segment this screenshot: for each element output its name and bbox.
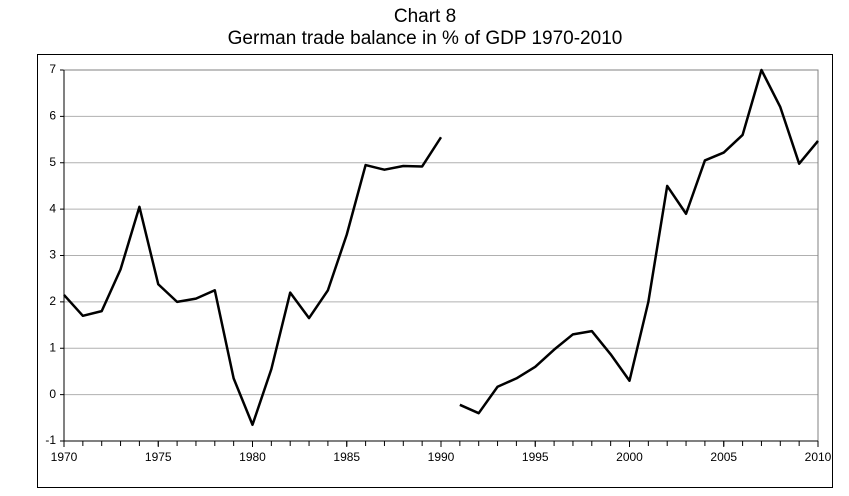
y-tick-label: 6 [49, 109, 56, 123]
chart-title: Chart 8 [394, 6, 456, 27]
data-line [459, 68, 819, 415]
x-tick-label: 1975 [145, 450, 172, 464]
y-tick-label: 4 [49, 201, 56, 215]
x-tick-label: 2000 [616, 450, 643, 464]
chart-frame [37, 54, 833, 488]
x-tick-label: 1980 [239, 450, 266, 464]
y-tick-label: 7 [49, 62, 56, 76]
data-line [63, 136, 443, 427]
y-tick-label: -1 [45, 433, 56, 447]
y-tick-label: 5 [49, 155, 56, 169]
x-tick-label: 1995 [522, 450, 549, 464]
x-tick-label: 1990 [428, 450, 455, 464]
x-tick-label: 1970 [51, 450, 78, 464]
x-tick-label: 1985 [333, 450, 360, 464]
x-tick-label: 2005 [710, 450, 737, 464]
chart-subtitle: German trade balance in % of GDP 1970-20… [228, 28, 623, 49]
y-tick-label: 3 [49, 248, 56, 262]
y-tick-label: 2 [49, 294, 56, 308]
x-tick-label: 2010 [805, 450, 832, 464]
y-tick-label: 1 [49, 340, 56, 354]
y-tick-label: 0 [49, 387, 56, 401]
